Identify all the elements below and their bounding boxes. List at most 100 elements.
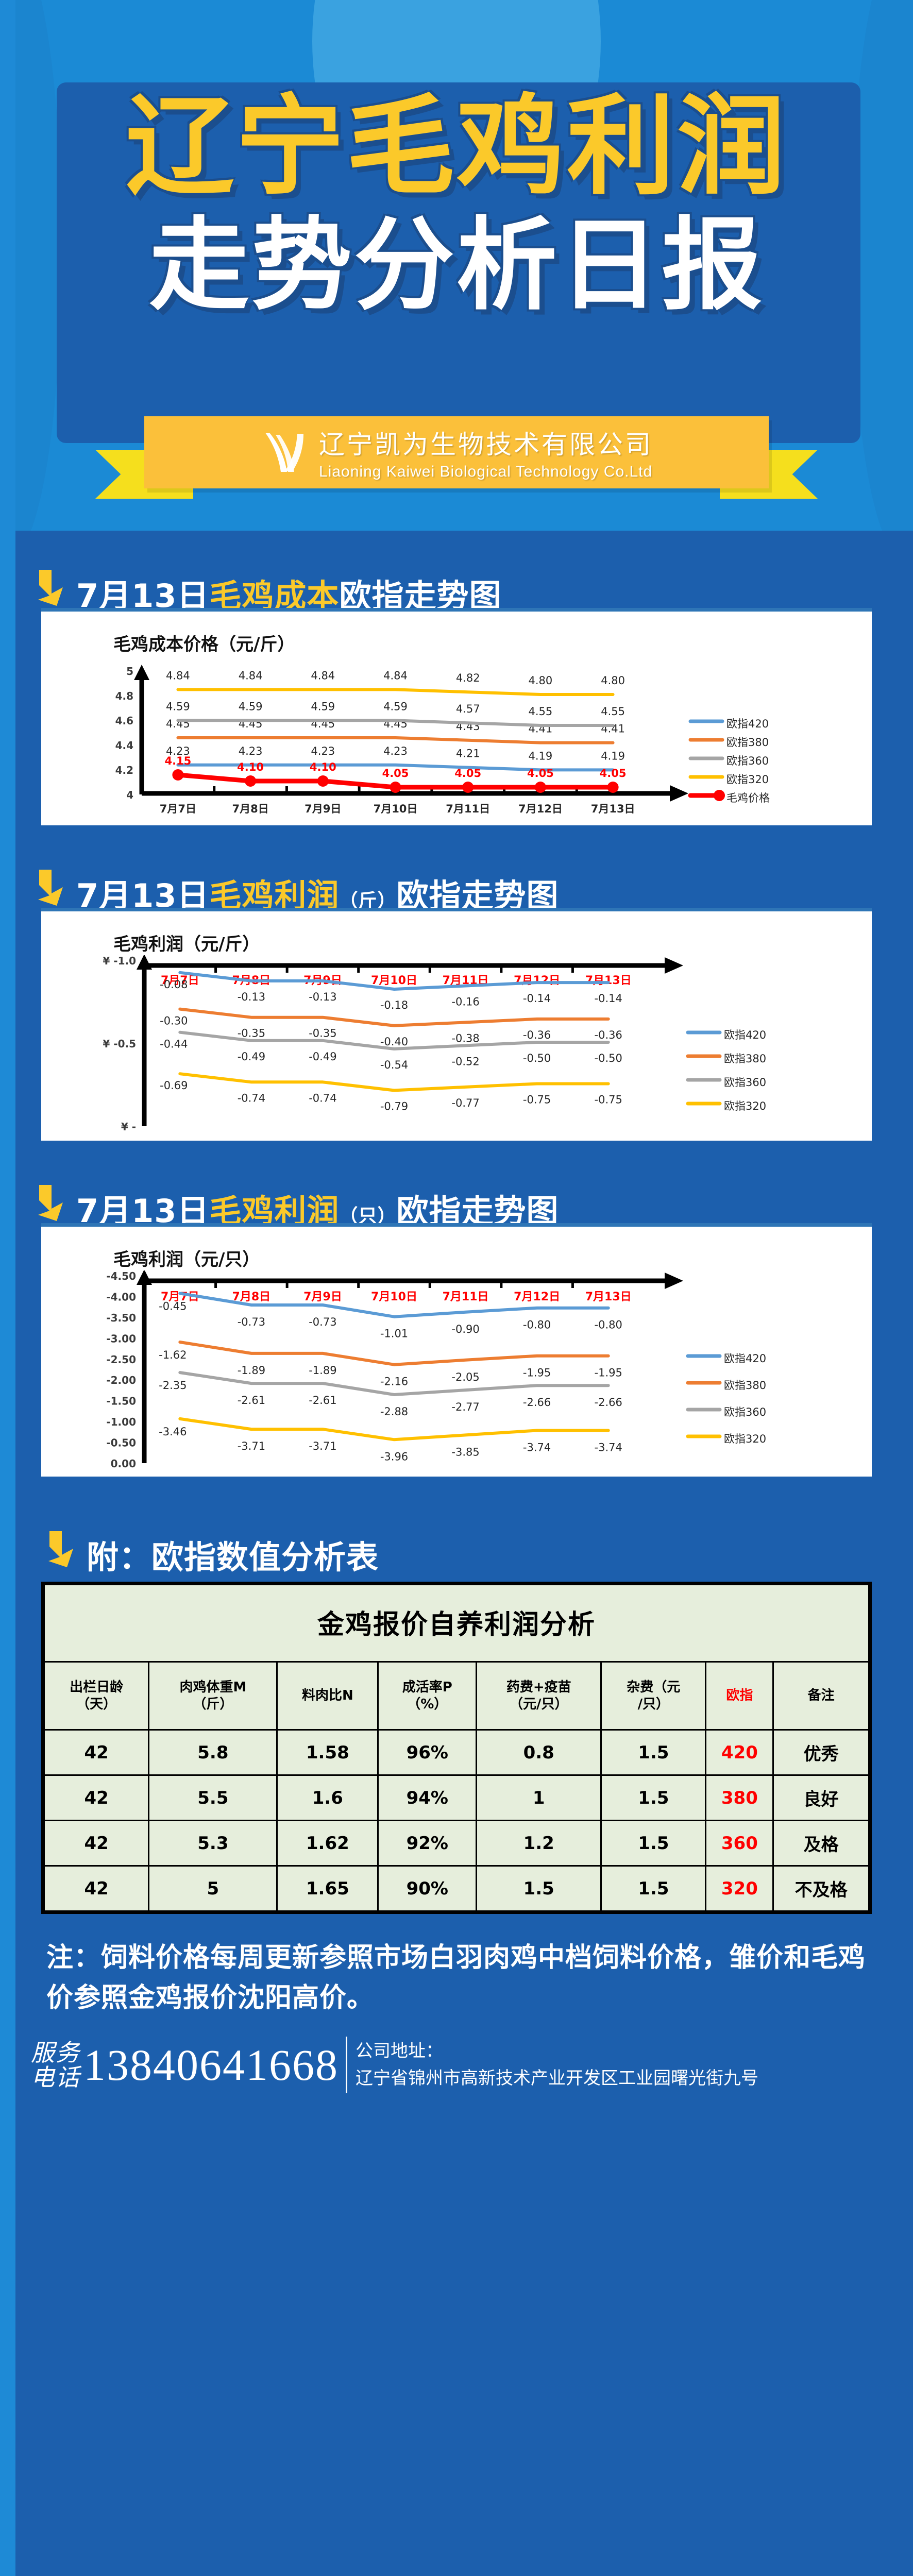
data-label: -2.77 [451,1401,479,1413]
data-label: -0.45 [159,1300,187,1312]
x-tick-label: 7月9日 [305,803,341,815]
chart-legend: 欧指420 欧指380 欧指360 欧指320 毛鸡价格 [688,718,770,804]
hero-plate [57,82,860,443]
data-point [462,782,474,793]
data-label: 4.59 [383,700,408,713]
service-phone-number[interactable]: 13840641668 [83,2040,339,2090]
table-cell: 及格 [772,1820,870,1867]
data-label: -3.46 [159,1426,187,1438]
service-label-line2: 电话 [31,2063,80,2091]
data-label: 4.19 [529,750,553,762]
legend-label: 欧指380 [724,1379,766,1392]
data-label: -0.49 [238,1050,265,1063]
data-label: -0.36 [523,1029,551,1041]
data-label: -0.14 [595,992,622,1005]
table-row: 42 5.5 1.6 94% 1 1.5 380 良好 [43,1774,870,1821]
data-label: 4.05 [600,767,627,779]
data-label: -3.74 [595,1442,622,1454]
y-tick-label: ¥ -1.0 [103,955,136,967]
data-label: -1.95 [523,1367,551,1379]
series-欧指380: -0.30 -0.35 -0.35 -0.40 -0.38 -0.36 -0.36 [160,1007,622,1048]
data-label: 4.05 [382,767,409,779]
table-cell: 90% [377,1865,478,1912]
table-cell: 优秀 [772,1729,870,1776]
y-tick-labels: 0.00 -0.50 -1.00 -1.50 -2.00 -2.50 -3.00 -3.50 -… [106,1270,136,1470]
sec3-unit: （只） [339,1206,397,1227]
chart-title-profit-jin: 毛鸡利润（元/斤） [113,934,260,955]
data-label: 4.59 [239,700,263,713]
series-欧指320: 4.84 4.84 4.84 4.84 4.82 4.80 4.80 [166,669,625,696]
hero-title: 辽宁毛鸡利润 走势分析日报 [0,90,913,320]
analysis-table: 金鸡报价自养利润分析 出栏日龄 （天） 肉鸡体重M （斤） 料肉比N 成活率P （%） 药费+疫… [43,1584,870,1912]
data-label: -2.61 [238,1394,265,1406]
table-header-row: 出栏日龄 （天） 肉鸡体重M （斤） 料肉比N 成活率P （%） 药费+疫苗 （元/只） 杂费（元… [43,1661,870,1731]
sec1-suffix: 欧指走势图 [339,577,502,615]
table-note: 注：饲料价格每周更新参照市场白羽肉鸡中档饲料价格，雏价和毛鸡价参照金鸡报价沈阳高… [46,1942,866,2013]
data-label: -0.73 [238,1316,265,1328]
x-tick-label: 7月10日 [371,974,417,987]
data-label: -2.61 [309,1394,336,1406]
data-label: 4.59 [311,700,335,713]
table-cell: 1.62 [276,1820,379,1867]
data-label: -0.73 [309,1316,336,1328]
x-tick-label: 7月12日 [514,974,560,987]
data-label: -0.44 [160,1038,188,1050]
table-cell: 42 [43,1820,150,1867]
data-label: -0.08 [160,978,188,991]
table-title-cell: 金鸡报价自养利润分析 [43,1584,870,1663]
data-label: 4.84 [239,669,263,682]
table-cell: 1.5 [600,1774,707,1821]
section-title-profit-zhi: 7月13日毛鸡利润（只）欧指走势图 [76,1195,559,1227]
sec1-highlight: 毛鸡成本 [209,577,340,615]
sec2-date: 7月13日 [76,877,210,914]
chart-profit-zhi-area: 0.00 -0.50 -1.00 -1.50 -2.00 -2.50 -3.00 -3.50 -… [41,1270,872,1477]
x-tick-label: 7月13日 [591,803,635,815]
table-row: 42 5.3 1.62 92% 1.2 1.5 360 及格 [43,1820,870,1867]
arrow-down-right-icon [36,868,68,908]
data-label: 4.23 [383,745,408,757]
x-axis [144,957,683,974]
y-tick-label: 4.6 [115,715,133,727]
arrow-down-right-icon [36,568,68,608]
legend-label: 欧指320 [724,1433,766,1445]
y-tick-label: -3.00 [106,1332,136,1345]
x-tick-label: 7月7日 [161,974,199,987]
table-title-row: 金鸡报价自养利润分析 [43,1584,870,1663]
x-tick-label: 7月12日 [518,803,563,815]
x-tick-label: 7月8日 [232,803,268,815]
data-label: -0.13 [238,991,265,1003]
table-header-cell: 欧指 [705,1661,774,1731]
arrow-down-right-icon [46,1529,78,1569]
data-label: -2.66 [523,1396,551,1409]
y-tick-label: -2.50 [106,1353,136,1366]
series-欧指320: -3.46 -3.71 -3.71 -3.96 -3.85 -3.74 -3.74 [159,1417,622,1463]
series-欧指380: -1.62 -1.89 -1.89 -2.16 -2.05 -1.95 -1.95 [159,1341,622,1388]
data-label: 4.19 [601,750,625,762]
data-label: 4.82 [456,672,480,684]
data-label: -3.96 [380,1450,408,1463]
data-label: -0.35 [238,1027,265,1040]
service-label-line1: 服务 [31,2038,80,2066]
data-label: -0.16 [451,996,479,1008]
table-cell: 1.5 [600,1729,707,1776]
hero-title-line2: 走势分析日报 [149,206,764,324]
chart-legend: 欧指420 欧指380 欧指360 欧指320 [686,1029,766,1112]
legend-label: 欧指360 [724,1406,766,1418]
y-axis [134,665,149,794]
series-欧指420: -0.45 -0.73 -0.73 -1.01 -0.90 -0.80 -0.80 [159,1292,622,1340]
y-tick-label: -3.50 [106,1312,136,1324]
data-label: -0.90 [451,1323,479,1335]
y-tick-label: 4.2 [115,764,133,776]
data-label: -2.05 [451,1371,479,1383]
x-tick-label: 7月10日 [371,1291,417,1303]
data-label: -0.80 [595,1319,622,1331]
x-tick-label: 7月8日 [232,1291,271,1303]
data-label: -0.80 [523,1319,551,1331]
data-label: 4.84 [166,669,190,682]
page-footer: 服务 电话 13840641668 公司地址： 辽宁省锦州市高新技术产业开发区工… [0,2018,913,2145]
sec3-date: 7月13日 [76,1192,210,1230]
data-label: -1.62 [159,1349,187,1361]
chart-title-cost: 毛鸡成本价格（元/斤） [113,634,295,655]
section-title-profit-jin: 7月13日毛鸡利润（斤）欧指走势图 [76,880,559,912]
data-label: -0.77 [451,1097,479,1109]
